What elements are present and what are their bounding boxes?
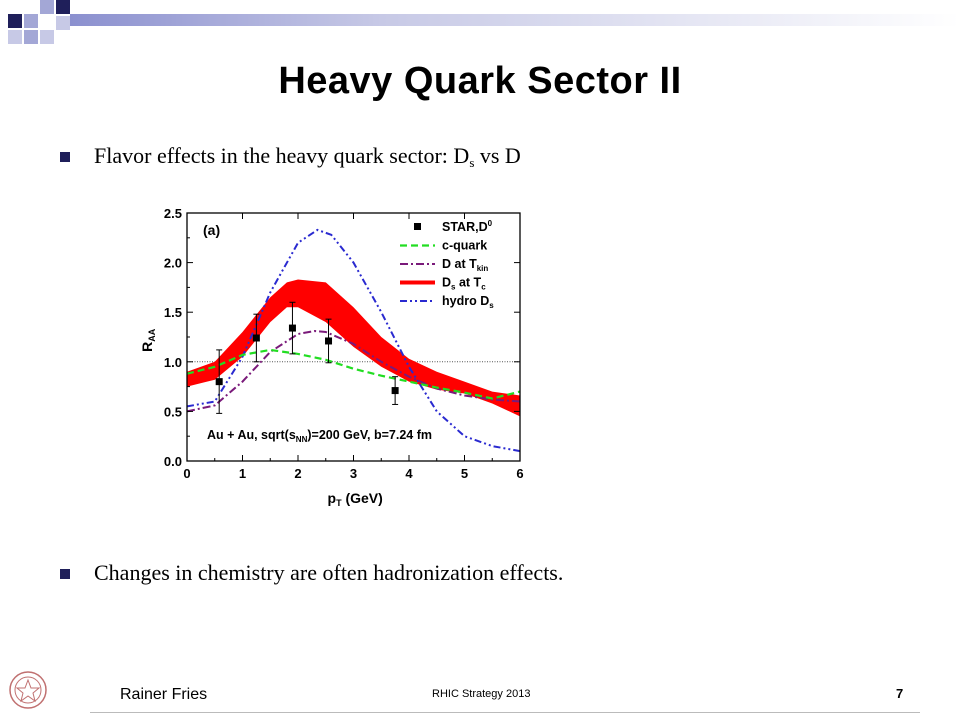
data-point-star-d0 <box>391 387 399 395</box>
legend-label: Ds at Tc <box>442 276 486 292</box>
bullet-marker <box>60 152 70 162</box>
bullet-1-main: Flavor effects in the heavy quark sector… <box>94 143 470 168</box>
y-tick-label: 1.5 <box>164 305 182 320</box>
footer-divider <box>90 712 920 713</box>
bullet-1-subscript: s <box>469 155 475 170</box>
data-point-star-d0 <box>325 337 333 345</box>
x-tick-label: 1 <box>239 466 246 481</box>
x-tick-label: 5 <box>461 466 468 481</box>
panel-label: (a) <box>203 222 220 238</box>
y-axis-label: RAA <box>139 328 157 352</box>
x-tick-label: 4 <box>405 466 413 481</box>
annotation-text: Au + Au, sqrt(sNN)=200 GeV, b=7.24 fm <box>207 428 432 444</box>
footer-author: Rainer Fries <box>120 686 208 703</box>
page-number: 7 <box>896 686 904 701</box>
bullet-2-text: Changes in chemistry are often hadroniza… <box>94 560 564 585</box>
x-tick-label: 3 <box>350 466 357 481</box>
series-d-at-tkin-line <box>186 329 521 413</box>
legend-label: hydro Ds <box>442 294 494 310</box>
legend-label: c-quark <box>442 239 487 253</box>
x-tick-label: 6 <box>516 466 523 481</box>
y-tick-label: 0.0 <box>164 454 182 469</box>
x-tick-label: 0 <box>183 466 190 481</box>
header-square-dark <box>8 14 22 28</box>
header-decoration <box>8 0 960 44</box>
bullet-marker <box>60 569 70 579</box>
data-point-star-d0 <box>252 334 260 342</box>
header-square-light <box>8 30 22 44</box>
legend-marker-star <box>414 223 421 230</box>
x-tick-label: 2 <box>294 466 301 481</box>
bullet-1-text: Flavor effects in the heavy quark sector… <box>94 143 521 171</box>
bullet-1-tail: vs D <box>474 143 521 168</box>
header-gradient-bar <box>70 14 960 26</box>
series-c-quark-line <box>186 348 521 400</box>
header-square-light <box>40 30 54 44</box>
header-square-light <box>24 14 38 28</box>
y-tick-label: 2.5 <box>164 206 182 221</box>
x-axis-label: pT (GeV) <box>328 490 383 508</box>
y-tick-label: 0.5 <box>164 404 182 419</box>
legend-label: STAR,D0 <box>442 219 493 234</box>
header-square-light <box>24 30 38 44</box>
header-square-light <box>56 16 70 30</box>
data-point-star-d0 <box>288 324 296 332</box>
footer-event: RHIC Strategy 2013 <box>432 688 531 700</box>
legend-label: D at Tkin <box>442 257 488 273</box>
series-ds-at-tc-band <box>187 279 520 417</box>
y-tick-label: 2.0 <box>164 256 182 271</box>
data-point-star-d0 <box>215 378 223 386</box>
series-hydro-ds-line <box>186 228 521 453</box>
university-seal-icon <box>9 671 47 709</box>
header-square-dark <box>56 0 70 14</box>
raa-chart: 0 1 2 3 4 5 6 0.0 0.5 1.0 1.5 2.0 2.5 pT (GeV) RAA (a) A… <box>139 206 524 508</box>
y-tick-label: 1.0 <box>164 355 182 370</box>
slide-title: Heavy Quark Sector II <box>278 60 682 102</box>
header-square-light <box>40 0 54 14</box>
